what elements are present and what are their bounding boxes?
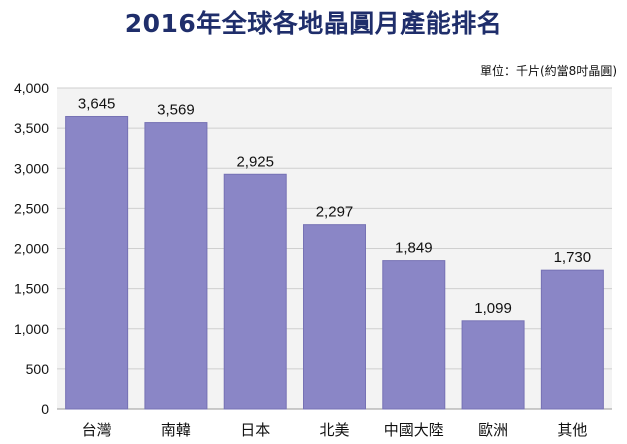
bar <box>461 320 525 410</box>
bar <box>144 122 208 410</box>
bar <box>382 260 446 410</box>
y-tick-label: 3,500 <box>14 120 49 136</box>
y-tick-label: 500 <box>26 361 50 377</box>
y-axis-labels: 0 500 1,000 1,500 2,000 2,500 3,000 3,500 4,000 <box>14 80 49 417</box>
bar-value-label: 1,849 <box>395 240 433 257</box>
y-tick-label: 0 <box>41 401 49 417</box>
bar <box>223 173 287 410</box>
data-labels: 3,645 3,569 2,925 2,297 1,849 1,099 1,730 <box>78 95 591 316</box>
x-category-label: 北美 <box>319 421 349 439</box>
bar-value-label: 3,645 <box>78 95 116 112</box>
x-category-label: 日本 <box>240 421 270 439</box>
x-axis-labels: 台灣 南韓 日本 北美 中國大陸 歐洲 其他 <box>82 421 588 439</box>
x-category-label: 歐洲 <box>478 421 508 439</box>
bar-value-label: 2,925 <box>236 153 274 170</box>
bars <box>65 115 604 410</box>
bar <box>303 224 366 410</box>
x-category-label: 其他 <box>557 421 587 439</box>
bar <box>540 269 604 410</box>
y-tick-label: 1,000 <box>14 321 49 337</box>
x-category-label: 台灣 <box>82 421 112 439</box>
unit-note: 單位：千片(約當8吋晶圓) <box>480 64 617 78</box>
y-tick-label: 1,500 <box>14 281 49 297</box>
y-tick-label: 4,000 <box>14 80 49 96</box>
y-tick-label: 2,000 <box>14 241 49 257</box>
bar-value-label: 1,730 <box>554 249 592 266</box>
chart-title: 2016年全球各地晶圓月產能排名 <box>124 9 503 38</box>
x-category-label: 中國大陸 <box>384 421 444 439</box>
bar-value-label: 2,297 <box>316 204 354 221</box>
bar <box>65 115 129 410</box>
x-category-label: 南韓 <box>161 421 191 439</box>
y-tick-label: 3,000 <box>14 160 49 176</box>
y-tick-label: 2,500 <box>14 200 49 216</box>
bar-value-label: 1,099 <box>474 300 512 317</box>
bar-value-label: 3,569 <box>157 102 195 119</box>
